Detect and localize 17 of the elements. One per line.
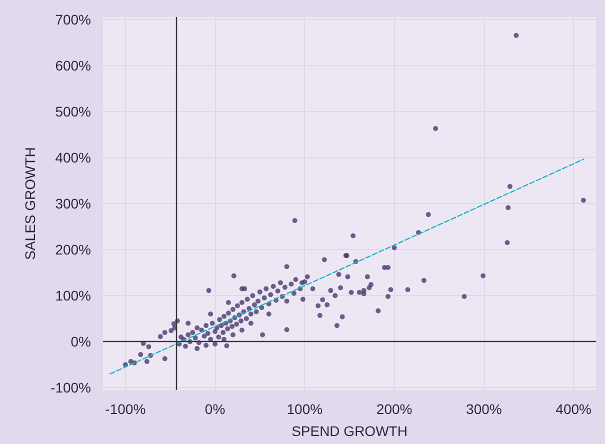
x-tick-label: -100% [105,401,146,417]
y-tick-label: 200% [55,242,91,258]
y-tick-label: -100% [50,380,91,396]
y-tick-label: 500% [55,103,91,120]
x-tick-label: 300% [466,401,502,417]
y-tick-label: 100% [55,288,91,304]
y-tick-label: 0% [70,334,91,350]
y-tick-label: 700% [55,11,91,28]
y-tick-label: 600% [55,57,91,74]
y-tick-label: 300% [55,196,91,212]
x-tick-label: 400% [556,401,592,417]
x-tick-label: 0% [204,401,226,417]
x-tick-label: 200% [376,401,412,417]
y-tick-label: 400% [55,149,91,166]
x-axis-title: SPEND GROWTH [292,423,408,439]
y-axis-title: SALES GROWTH [22,147,38,260]
x-tick-label: 100% [286,401,323,417]
